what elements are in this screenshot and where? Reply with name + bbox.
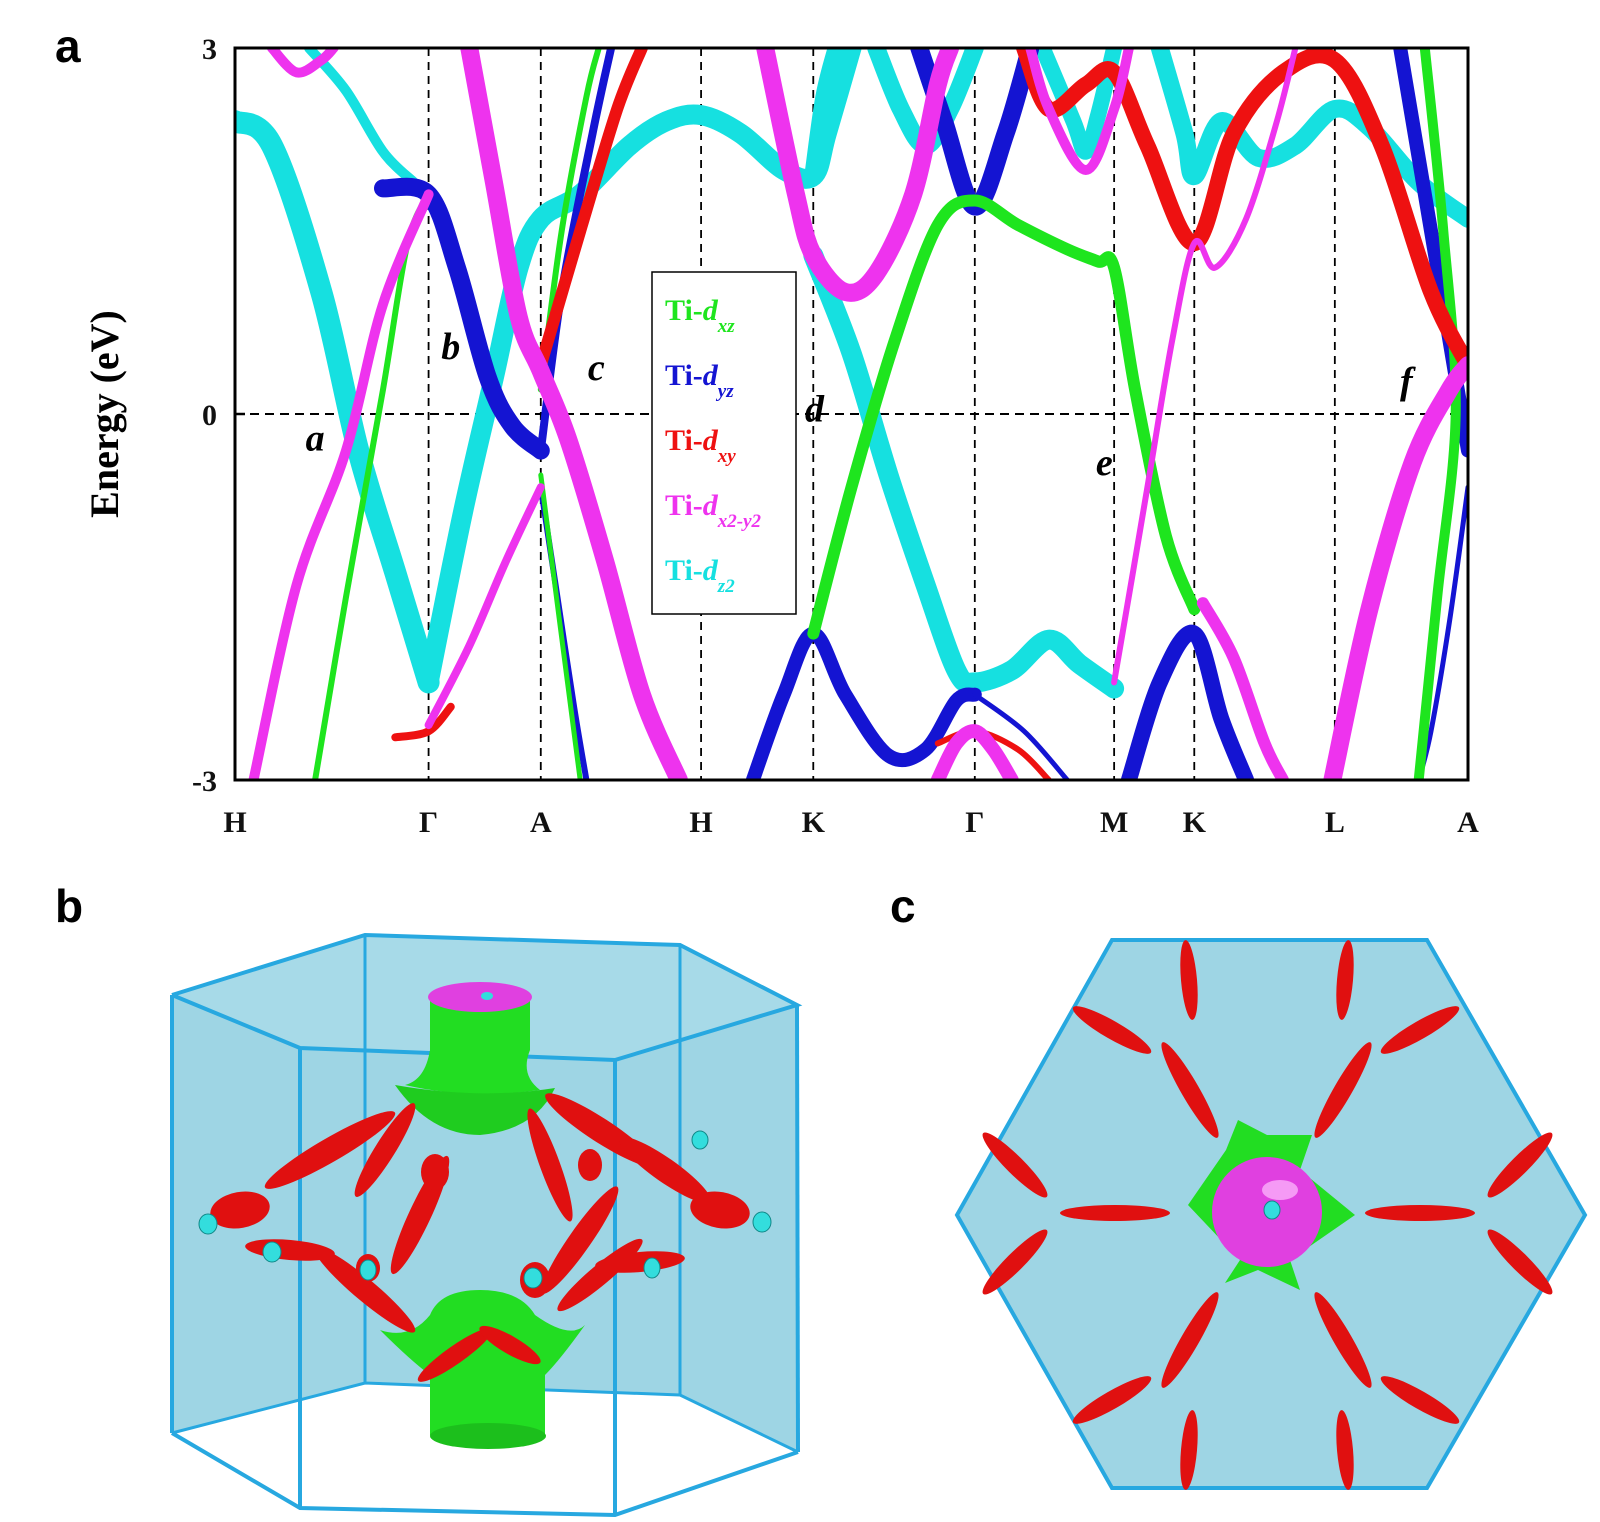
bz-3d-edges bbox=[170, 932, 803, 1518]
kpoint-label: L bbox=[1325, 806, 1345, 839]
crossing-label: d bbox=[805, 388, 825, 430]
kpoint-label: M bbox=[1100, 806, 1128, 839]
cyan-pocket-ends-3d bbox=[198, 1130, 772, 1289]
kpoint-label: Γ bbox=[965, 806, 984, 839]
kpoint-label: K bbox=[802, 806, 826, 839]
band-dx2y2 bbox=[756, 48, 960, 302]
y-tick-label: 3 bbox=[202, 33, 217, 66]
kpoint-label: H bbox=[689, 806, 712, 839]
band-dx2y2 bbox=[1025, 48, 1134, 175]
band-dxy bbox=[534, 48, 648, 372]
kpoint-label: K bbox=[1183, 806, 1207, 839]
crossing-label: b bbox=[441, 326, 460, 368]
red-pockets-top bbox=[982, 940, 1553, 1490]
y-tick-label: -3 bbox=[192, 765, 217, 798]
kpoint-label: Γ bbox=[419, 806, 438, 839]
y-tick-label: 0 bbox=[202, 399, 217, 432]
band-dz2 bbox=[235, 110, 440, 694]
top-disc-magenta bbox=[428, 982, 532, 1012]
band-dz2 bbox=[304, 48, 419, 188]
y-axis-ticks: 3 0 -3 bbox=[192, 33, 245, 798]
bands bbox=[235, 48, 1468, 780]
band-dxy bbox=[391, 702, 455, 742]
band-structure-chart: 3 0 -3 H Γ A H K Γ M K L A a b c d e f Energy (eV) Ti-dx… bbox=[82, 33, 1479, 839]
crossing-annotations: a b c d e f bbox=[306, 326, 1416, 484]
band-dx2y2 bbox=[460, 48, 688, 780]
band-dx2y2 bbox=[1111, 48, 1299, 686]
band-dx2y2 bbox=[1323, 356, 1468, 780]
fermi-surface-3d bbox=[170, 932, 803, 1518]
crossing-label: a bbox=[306, 418, 325, 460]
band-dyz bbox=[972, 692, 1070, 780]
legend: Ti-dxz Ti-dyz Ti-dxy Ti-dx2-y2 Ti-dz2 bbox=[651, 271, 797, 615]
panel-label-a: a bbox=[55, 20, 81, 72]
kpoint-label: A bbox=[1457, 806, 1479, 839]
band-dxy bbox=[1016, 48, 1468, 374]
panel-label-c: c bbox=[890, 880, 916, 932]
legend-box bbox=[651, 271, 797, 615]
cyan-center-pocket bbox=[1263, 1200, 1281, 1220]
legend-item-dxz: Ti-dxz bbox=[665, 294, 735, 337]
band-dxz bbox=[1413, 48, 1461, 780]
band-dxz bbox=[807, 194, 1201, 640]
kpoint-label: H bbox=[223, 806, 246, 839]
crossing-label: c bbox=[588, 347, 605, 389]
band-dyz bbox=[745, 626, 982, 780]
legend-item-dxy: Ti-dxy bbox=[665, 424, 736, 467]
band-dx2y2 bbox=[930, 724, 1019, 780]
legend-item-dx2y2: Ti-dx2-y2 bbox=[665, 489, 762, 532]
band-dx2y2 bbox=[424, 483, 545, 730]
band-dxz bbox=[538, 472, 583, 780]
crossing-label: e bbox=[1096, 442, 1113, 484]
band-dz2 bbox=[804, 48, 846, 186]
central-pocket-3d bbox=[380, 982, 585, 1449]
fermi-surface-top-view bbox=[954, 938, 1588, 1490]
panel-label-b: b bbox=[55, 880, 83, 932]
band-dx2y2 bbox=[248, 189, 434, 780]
crossing-label: f bbox=[1400, 360, 1416, 402]
band-dx2y2 bbox=[1196, 597, 1289, 780]
kpoint-label: A bbox=[530, 806, 552, 839]
band-dz2 bbox=[803, 245, 1125, 699]
y-axis-label: Energy (eV) bbox=[82, 310, 127, 518]
bz-3d-body bbox=[172, 935, 798, 1452]
band-dx2y2 bbox=[267, 48, 339, 78]
legend-item-dyz: Ti-dyz bbox=[665, 359, 734, 402]
band-dyz bbox=[1120, 625, 1255, 780]
legend-item-dz2: Ti-dz2 bbox=[665, 554, 735, 597]
